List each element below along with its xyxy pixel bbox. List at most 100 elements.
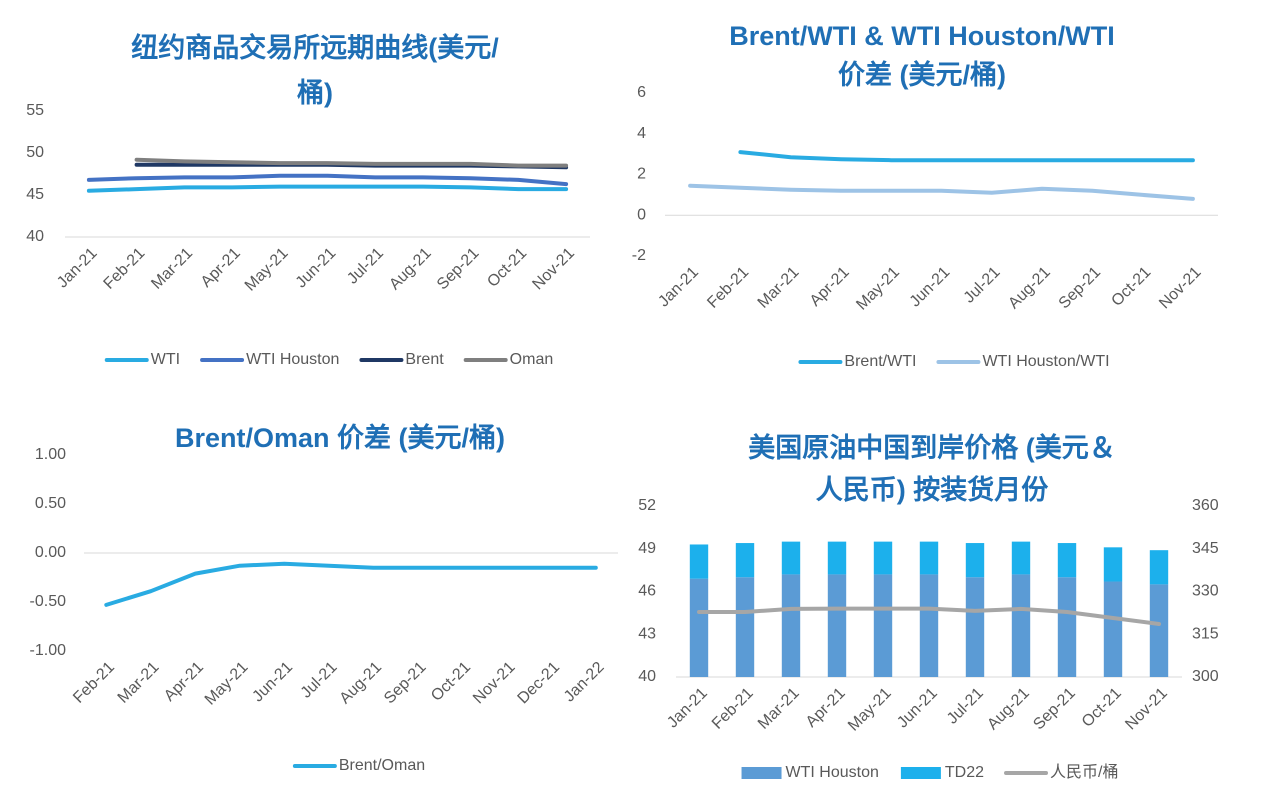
x-tick-label: May-21 <box>853 264 903 314</box>
y-tick-label: 6 <box>637 84 646 101</box>
x-tick-label: Jan-21 <box>54 245 101 292</box>
x-tick-label: Mar-21 <box>148 245 196 293</box>
y-tick-label: -1.00 <box>30 642 67 659</box>
y-tick-label: 43 <box>638 625 656 642</box>
x-tick-label: Oct-21 <box>1079 685 1125 731</box>
y-tick-label: 45 <box>26 186 44 203</box>
bar <box>965 577 985 677</box>
legend-label: WTI Houston <box>786 764 879 781</box>
y-tick-label: 2 <box>637 166 646 183</box>
bar <box>1149 550 1169 585</box>
x-tick-label: Dec-21 <box>515 659 564 708</box>
bar <box>873 574 893 677</box>
bar <box>873 541 893 575</box>
y2-tick-label: 300 <box>1192 668 1219 685</box>
x-tick-label: Aug-21 <box>1005 264 1054 313</box>
y2-tick-label: 345 <box>1192 540 1219 557</box>
y-tick-label: 55 <box>26 102 44 119</box>
x-tick-label: Sep-21 <box>1056 264 1105 313</box>
chart-title: 人民币) 按装货月份 <box>816 474 1049 505</box>
x-tick-label: Feb-21 <box>70 659 118 707</box>
x-tick-label: Mar-21 <box>755 685 803 733</box>
x-tick-label: Apr-21 <box>161 659 207 705</box>
x-tick-label: Jul-21 <box>944 685 987 728</box>
x-tick-label: Apr-21 <box>807 264 853 310</box>
x-tick-label: Oct-21 <box>484 245 530 291</box>
x-tick-label: Jan-21 <box>664 685 711 732</box>
bar <box>827 541 847 575</box>
x-tick-label: Nov-21 <box>529 245 578 294</box>
x-tick-label: Jan-21 <box>655 264 702 311</box>
line-series <box>134 157 569 168</box>
legend-swatch <box>741 767 782 779</box>
bar <box>781 541 801 575</box>
y-tick-label: 1.00 <box>35 446 66 463</box>
bar <box>919 574 939 677</box>
x-tick-label: Jan-22 <box>561 659 608 706</box>
x-tick-label: Aug-21 <box>386 245 435 294</box>
x-tick-label: Sep-21 <box>1030 685 1079 734</box>
bar <box>1011 541 1031 575</box>
bar <box>1103 547 1123 582</box>
y-tick-label: 40 <box>26 228 44 245</box>
bar <box>735 543 755 578</box>
y2-tick-label: 315 <box>1192 625 1219 642</box>
line-series <box>738 150 1195 163</box>
bar <box>1057 543 1077 578</box>
y-tick-label: 0 <box>637 206 646 223</box>
x-tick-label: Apr-21 <box>803 685 849 731</box>
line-series <box>86 173 569 187</box>
bar <box>1149 584 1169 677</box>
chart-title: 价差 (美元/桶) <box>838 59 1006 90</box>
x-tick-label: Nov-21 <box>1156 264 1205 313</box>
y-tick-label: 4 <box>637 125 646 142</box>
bar <box>735 577 755 677</box>
line-series <box>104 561 598 607</box>
chart-title: 纽约商品交易所远期曲线(美元/ <box>131 32 499 63</box>
y-tick-label: 46 <box>638 583 656 600</box>
x-tick-label: Feb-21 <box>704 264 752 312</box>
line-series <box>697 606 1161 626</box>
x-tick-label: Apr-21 <box>198 245 244 291</box>
y2-tick-label: 360 <box>1192 497 1219 514</box>
x-tick-label: May-21 <box>202 659 252 709</box>
y-tick-label: -0.50 <box>30 593 67 610</box>
bar <box>781 574 801 677</box>
y-tick-label: 40 <box>638 668 656 685</box>
x-tick-label: Mar-21 <box>755 264 803 312</box>
bar <box>1057 577 1077 677</box>
x-tick-label: Jun-21 <box>293 245 340 292</box>
legend-label: Brent <box>405 351 444 368</box>
x-tick-label: Nov-21 <box>1122 685 1171 734</box>
legend-swatch <box>900 767 941 779</box>
x-tick-label: Aug-21 <box>337 659 386 708</box>
x-tick-label: Jul-21 <box>344 245 387 288</box>
bar <box>965 543 985 578</box>
x-tick-label: Oct-21 <box>428 659 474 705</box>
x-tick-label: Feb-21 <box>101 245 149 293</box>
y-tick-label: 49 <box>638 540 656 557</box>
y-tick-label: 50 <box>26 144 44 161</box>
x-tick-label: May-21 <box>845 685 895 735</box>
legend-label: Brent/WTI <box>844 353 916 370</box>
legend-label: 人民币/桶 <box>1050 763 1118 781</box>
bar <box>1103 581 1123 677</box>
y2-tick-label: 330 <box>1192 583 1219 600</box>
bar <box>689 544 709 579</box>
bar <box>827 574 847 677</box>
x-tick-label: Aug-21 <box>984 685 1033 734</box>
x-tick-label: Jul-21 <box>298 659 341 702</box>
y-tick-label: 0.00 <box>35 544 66 561</box>
legend-label: WTI Houston <box>246 351 339 368</box>
x-tick-label: Feb-21 <box>709 685 757 733</box>
y-tick-label: 52 <box>638 497 656 514</box>
x-tick-label: Oct-21 <box>1108 264 1154 310</box>
x-tick-label: Jun-21 <box>907 264 954 311</box>
x-tick-label: May-21 <box>242 245 292 295</box>
bar <box>919 541 939 575</box>
x-tick-label: Nov-21 <box>470 659 519 708</box>
line-series <box>688 183 1195 201</box>
x-tick-label: Sep-21 <box>381 659 430 708</box>
legend-label: Brent/Oman <box>339 757 425 774</box>
